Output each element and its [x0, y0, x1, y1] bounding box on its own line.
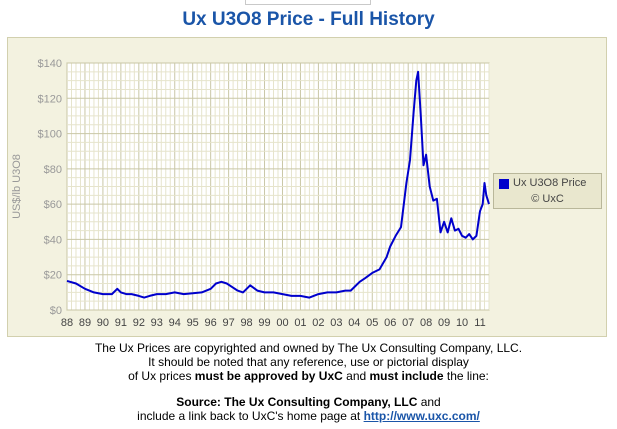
x-tick-label: 89: [79, 317, 91, 329]
x-tick-label: 02: [312, 317, 324, 329]
x-tick-label: 94: [169, 317, 181, 329]
x-tick-label: 97: [222, 317, 234, 329]
footer-link-line: include a link back to UxC's home page a…: [0, 409, 617, 423]
y-tick-label: $100: [38, 129, 62, 141]
x-tick-label: 07: [402, 317, 414, 329]
x-tick-label: 93: [151, 317, 163, 329]
x-tick-label: 90: [97, 317, 109, 329]
legend-swatch: [499, 179, 509, 189]
x-tick-label: 08: [420, 317, 432, 329]
footer-emphasis: must include: [369, 369, 444, 383]
x-tick-label: 98: [240, 317, 252, 329]
x-tick-label: 95: [187, 317, 199, 329]
x-tick-label: 88: [61, 317, 73, 329]
footer-text: of Ux prices: [128, 369, 195, 383]
footer-text: include a link back to UxC's home page a…: [137, 409, 364, 423]
source-attribution: Source: The Ux Consulting Company, LLC: [176, 395, 418, 409]
legend-copyright: © UxC: [531, 193, 564, 205]
y-tick-label: $80: [44, 164, 62, 176]
uxc-home-link[interactable]: http://www.uxc.com/: [363, 409, 480, 423]
footer-line-1: The Ux Prices are copyrighted and owned …: [94, 341, 523, 355]
series-line-ux-u3o8-price: [66, 70, 490, 299]
y-tick-label: $0: [50, 305, 62, 317]
x-tick-label: 96: [205, 317, 217, 329]
chart-panel: $0 $20 $40 $60 $80 $100 $120 $140 88 89 90 91 92 93 94…: [7, 37, 607, 337]
page-title: Ux U3O8 Price - Full History: [182, 9, 435, 30]
x-tick-label: 91: [115, 317, 127, 329]
x-tick-label: 99: [258, 317, 270, 329]
x-tick-label: 04: [348, 317, 360, 329]
x-tick-label: 00: [276, 317, 288, 329]
copyright-notice: The Ux Prices are copyrighted and owned …: [0, 341, 617, 423]
footer-text: and: [342, 369, 370, 383]
x-tick-label: 03: [330, 317, 342, 329]
y-axis-label: US$/lb U3O8: [11, 154, 23, 219]
footer-text: the line:: [443, 369, 489, 383]
y-tick-label: $60: [44, 199, 62, 211]
y-tick-label: $20: [44, 270, 62, 282]
x-tick-label: 06: [384, 317, 396, 329]
footer-line-3: of Ux prices must be approved by UxC and…: [0, 369, 617, 383]
y-tick-label: $40: [44, 234, 62, 246]
footer-text: and: [417, 395, 441, 409]
top-control-stub: [245, 0, 371, 5]
x-tick-label: 92: [133, 317, 145, 329]
footer-line-2: It should be noted that any reference, u…: [148, 355, 469, 369]
y-tick-label: $140: [38, 58, 62, 70]
chart-legend: Ux U3O8 Price © UxC: [493, 173, 602, 209]
footer-emphasis: must be approved by UxC: [194, 369, 343, 383]
x-tick-label: 10: [456, 317, 468, 329]
price-chart: $0 $20 $40 $60 $80 $100 $120 $140 88 89 90 91 92 93 94…: [11, 58, 490, 329]
legend-series-name: Ux U3O8 Price: [513, 177, 587, 189]
x-tick-label: 09: [438, 317, 450, 329]
y-tick-label: $120: [38, 93, 62, 105]
x-tick-label: 05: [366, 317, 378, 329]
x-tick-label: 11: [474, 317, 485, 329]
x-tick-label: 01: [294, 317, 306, 329]
footer-source-line: Source: The Ux Consulting Company, LLC a…: [0, 395, 617, 409]
